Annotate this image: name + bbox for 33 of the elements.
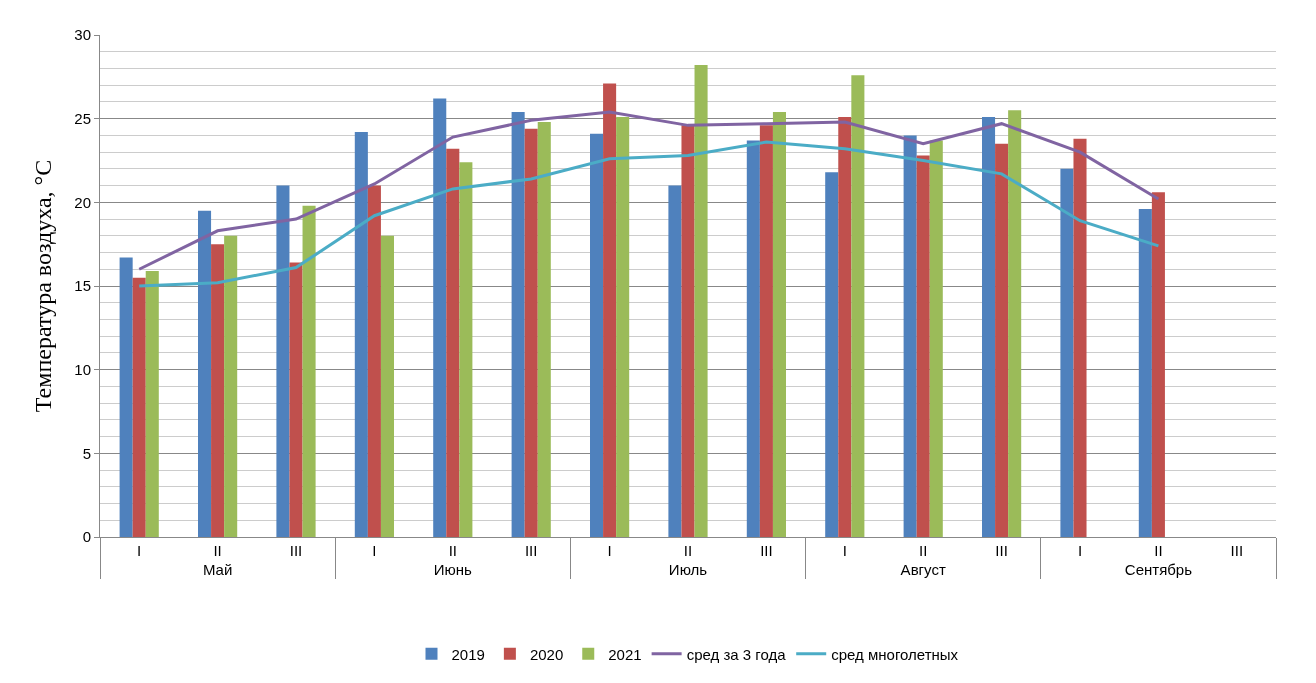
legend-label: 2021 (608, 645, 642, 663)
x-tick-label: III (1230, 542, 1244, 559)
y-tick-label: 30 (74, 26, 91, 44)
x-tick-label: I (137, 542, 142, 559)
x-tick-label: I (607, 542, 612, 559)
text: Сентябрь (1124, 561, 1193, 578)
x-tick-label: I (1077, 542, 1083, 559)
x-tick-label: II (1154, 542, 1163, 559)
legend-label: сред за 3 года (686, 645, 787, 663)
y-tick-label: 25 (74, 109, 91, 127)
text: Май (202, 561, 233, 578)
x-tick-label: I (842, 542, 847, 559)
x-tick-label: III (289, 542, 303, 559)
x-tick-label: III (524, 542, 538, 559)
y-axis-title: Температура воздуха, °C (30, 159, 57, 413)
legend-label: 2020 (529, 645, 564, 663)
x-tick-label: II (919, 542, 928, 559)
x-tick-label: II (448, 542, 457, 559)
x-tick-label: II (213, 542, 222, 559)
x-tick-label: II (683, 542, 693, 559)
y-tick-label: 20 (74, 193, 91, 211)
x-tick-label: III (760, 542, 773, 559)
x-tick-label: I (372, 542, 377, 559)
legend-label: 2019 (451, 645, 485, 663)
text: Июнь (433, 561, 473, 578)
text: Август (900, 561, 946, 578)
text: Июль (668, 561, 708, 578)
y-tick-label: 15 (74, 277, 91, 295)
y-tick-label: 0 (82, 528, 91, 546)
y-tick-label: 5 (82, 444, 91, 462)
x-tick-label: III (995, 542, 1008, 559)
y-tick-label: 10 (74, 360, 91, 378)
legend-label: сред многолетных (831, 645, 959, 663)
